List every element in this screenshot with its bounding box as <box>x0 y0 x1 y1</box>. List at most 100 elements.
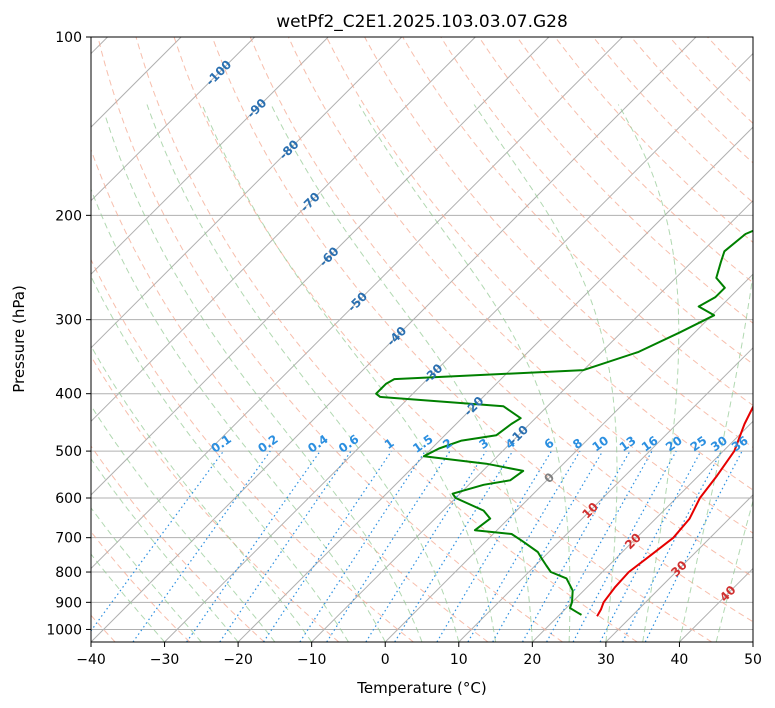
moist-adiabat <box>104 114 423 642</box>
dry-adiabat <box>91 148 489 642</box>
dry-adiabat <box>326 37 753 491</box>
x-tick-label: 10 <box>450 652 468 668</box>
y-tick-label: 300 <box>55 313 82 329</box>
dewpoint-profile-line <box>375 229 753 616</box>
y-tick-label: 500 <box>55 444 82 460</box>
dry-adiabat <box>97 37 563 642</box>
dry-adiabat <box>630 37 753 164</box>
moist-adiabat <box>473 104 618 642</box>
moist-adiabat <box>201 104 497 642</box>
dry-adiabat <box>91 355 340 642</box>
moist-adiabat <box>752 640 753 642</box>
isotherm-gridline <box>91 37 476 423</box>
x-tick-label: −20 <box>223 652 253 668</box>
x-tick-label: 0 <box>381 652 390 668</box>
dry-adiabat <box>173 37 713 642</box>
isotherm-gridline <box>91 37 329 275</box>
moist-adiabat <box>91 345 313 642</box>
mixing-ratio-line <box>572 450 677 642</box>
isotherm-gridline <box>91 37 550 496</box>
plot-background <box>91 37 753 642</box>
isotherm-gridline <box>384 273 753 642</box>
dry-adiabat <box>287 37 753 534</box>
isotherm-gridline <box>679 567 753 642</box>
temperature-profile-line <box>596 405 753 617</box>
mixing-ratio-line <box>394 450 514 642</box>
dry-adiabat <box>91 530 191 642</box>
dry-adiabat <box>478 37 753 324</box>
chart-title: wetPf2_C2E1.2025.103.03.07.G28 <box>276 12 568 32</box>
y-tick-label: 800 <box>55 565 82 581</box>
dry-adiabat <box>211 37 753 623</box>
y-tick-label: 700 <box>55 531 82 547</box>
dry-adiabat <box>249 37 753 578</box>
mixing-ratio-line <box>91 450 224 632</box>
x-tick-label: 50 <box>744 652 762 668</box>
x-tick-label: −40 <box>76 652 106 668</box>
isotherm-gridline <box>91 37 256 202</box>
x-tick-label: 20 <box>523 652 541 668</box>
mixing-ratio-line <box>132 450 271 642</box>
dry-adiabat <box>669 37 753 125</box>
mixing-ratio-line <box>546 450 653 642</box>
mixing-ratio-line <box>467 450 581 642</box>
mixing-ratio-label: 0.1 <box>208 432 233 456</box>
y-tick-label: 600 <box>55 491 82 507</box>
dry-adiabat <box>91 445 265 642</box>
mixing-ratio-line <box>299 450 426 642</box>
moist-adiabat <box>91 553 165 642</box>
x-tick-label: −10 <box>297 652 327 668</box>
isotherm-gridline <box>311 199 753 642</box>
mixing-ratio-line <box>186 450 321 642</box>
isotherm-gridline <box>237 126 753 642</box>
y-axis: 100 200 300 400 500 600 700 800 900 1000 <box>46 30 91 638</box>
mixing-ratio-line <box>521 450 631 642</box>
moist-adiabat <box>91 275 349 642</box>
moist-adiabat <box>358 104 571 642</box>
dry-adiabat <box>135 37 638 642</box>
x-tick-label: −30 <box>150 652 180 668</box>
x-tick-label: 30 <box>597 652 615 668</box>
y-tick-label: 100 <box>55 30 82 46</box>
isotherm-gridline <box>752 641 753 642</box>
mixing-ratio-label: 0.4 <box>305 432 330 456</box>
x-tick-label: 40 <box>671 652 689 668</box>
mixing-ratio-line <box>492 450 604 642</box>
moist-adiabat <box>678 270 753 642</box>
y-tick-label: 1000 <box>46 622 82 638</box>
moist-adiabat <box>617 104 680 642</box>
dry-adiabat <box>91 258 414 642</box>
dry-adiabat <box>516 37 753 284</box>
plot-series <box>375 229 753 617</box>
mixing-ratio-line <box>365 450 487 642</box>
moist-adiabat <box>91 507 202 642</box>
mixing-ratio-label: 0.6 <box>336 432 361 456</box>
dry-adiabat <box>440 37 753 365</box>
isotherm-gridline <box>531 420 753 642</box>
isotherm-gridline <box>164 52 753 642</box>
mixing-ratio-line <box>644 450 743 642</box>
plot-frame <box>90 36 754 643</box>
moist-adiabat <box>270 104 533 642</box>
isotherm-gridline <box>605 494 753 642</box>
moist-adiabat <box>146 104 460 642</box>
isotherm-gridline <box>458 347 753 642</box>
dry-adiabat <box>402 37 753 407</box>
y-tick-label: 900 <box>55 595 82 611</box>
y-axis-label: Pressure (hPa) <box>10 285 28 393</box>
dry-adiabat <box>707 37 753 85</box>
dry-adiabat <box>592 37 753 204</box>
x-axis: −40 −30 −20 −10 0 10 20 30 40 50 <box>76 642 762 668</box>
dry-adiabat <box>364 37 753 449</box>
isotherm-gridline <box>91 37 403 349</box>
mixing-ratio-line <box>436 450 553 642</box>
y-tick-label: 200 <box>55 208 82 224</box>
x-axis-label: Temperature (°C) <box>356 679 486 697</box>
moist-adiabat <box>715 498 753 642</box>
moist-adiabat <box>91 188 386 642</box>
mixing-ratio-line <box>326 450 451 642</box>
mixing-ratio-line <box>219 450 352 642</box>
moist-adiabat <box>91 404 276 642</box>
